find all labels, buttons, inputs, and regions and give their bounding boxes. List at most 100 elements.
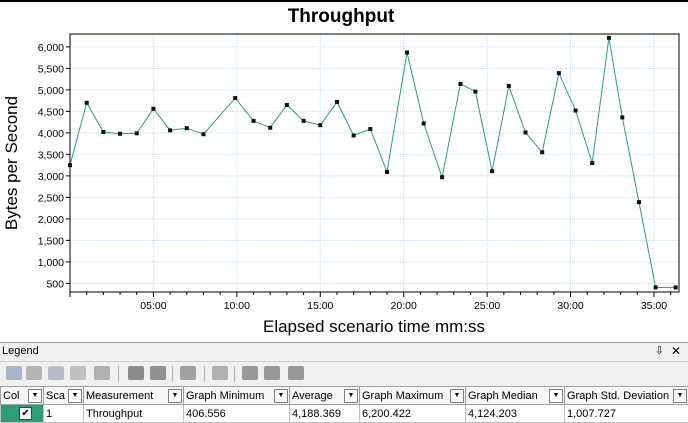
column-header-measurement[interactable]: Measurement▼ bbox=[84, 387, 184, 405]
y-tick-label: 5,000 bbox=[38, 85, 64, 97]
column-header-graph-minimum[interactable]: Graph Minimum▼ bbox=[184, 387, 290, 405]
throughput-chart: Throughput 5001,0001,5002,0002,5003,0003… bbox=[0, 2, 688, 340]
data-point bbox=[168, 128, 172, 132]
toolbar-separator bbox=[172, 366, 173, 382]
dropdown-icon[interactable]: ▼ bbox=[274, 389, 288, 403]
scale-cell: 1 bbox=[44, 405, 84, 423]
measurement-cell: Throughput bbox=[84, 405, 184, 423]
color-swatch[interactable]: ✔ bbox=[1, 405, 44, 423]
data-point bbox=[201, 132, 205, 136]
average-cell: 4,188.369 bbox=[290, 405, 360, 423]
dropdown-icon[interactable]: ▼ bbox=[344, 389, 358, 403]
series-line-throughput bbox=[70, 38, 676, 288]
pin-icon[interactable]: ⇩ bbox=[655, 344, 664, 357]
data-point bbox=[285, 103, 289, 107]
split-icon[interactable] bbox=[288, 366, 304, 380]
dropdown-icon[interactable]: ▼ bbox=[673, 389, 687, 403]
data-point bbox=[507, 84, 511, 88]
data-point bbox=[85, 101, 89, 105]
x-tick-label: 20:00 bbox=[391, 300, 417, 312]
column-header-graph-maximum[interactable]: Graph Maximum▼ bbox=[360, 387, 466, 405]
group-icon[interactable] bbox=[48, 366, 64, 380]
column-header-scale[interactable]: Sca▼ bbox=[44, 387, 84, 405]
data-point bbox=[637, 200, 641, 204]
graph-minimum-cell: 406.556 bbox=[184, 405, 290, 423]
toolbar-separator bbox=[118, 366, 119, 382]
data-point bbox=[335, 100, 339, 104]
y-tick-label: 4,000 bbox=[38, 128, 64, 140]
legend-panel: Legend ⇩ ✕ Col▼ Sca▼ Measurement▼ bbox=[0, 342, 688, 423]
y-axis: 5001,0001,5002,0002,5003,0003,5004,0004,… bbox=[38, 42, 70, 291]
filter-icon[interactable] bbox=[26, 366, 42, 380]
y-tick-label: 1,000 bbox=[38, 257, 64, 269]
graph-maximum-cell: 6,200.422 bbox=[360, 405, 466, 423]
x-tick-label: 05:00 bbox=[140, 300, 166, 312]
grid-icon[interactable] bbox=[180, 366, 196, 380]
funnel-icon[interactable] bbox=[94, 366, 110, 380]
data-point bbox=[302, 119, 306, 123]
data-point bbox=[540, 150, 544, 154]
link-icon[interactable] bbox=[70, 366, 86, 380]
graph-median-cell: 4,124.203 bbox=[466, 405, 565, 423]
dropdown-icon[interactable]: ▼ bbox=[549, 389, 563, 403]
y-tick-label: 5,500 bbox=[38, 63, 64, 75]
columns-icon[interactable] bbox=[212, 366, 228, 380]
export-icon[interactable] bbox=[150, 366, 166, 380]
data-point bbox=[233, 96, 237, 100]
data-point bbox=[654, 285, 658, 289]
y-tick-label: 3,500 bbox=[38, 149, 64, 161]
data-point bbox=[101, 130, 105, 134]
data-point bbox=[268, 126, 272, 130]
x-axis-title: Elapsed scenario time mm:ss bbox=[263, 317, 485, 336]
data-point bbox=[473, 90, 477, 94]
column-header-graph-std-deviation[interactable]: Graph Std. Deviation▼ bbox=[565, 387, 688, 405]
data-point bbox=[674, 285, 678, 289]
data-point bbox=[118, 132, 122, 136]
x-tick-label: 30:00 bbox=[557, 300, 583, 312]
data-point bbox=[385, 170, 389, 174]
data-point bbox=[405, 50, 409, 54]
data-point bbox=[368, 127, 372, 131]
visibility-checkbox[interactable]: ✔ bbox=[19, 407, 32, 420]
data-points bbox=[68, 36, 678, 290]
data-point bbox=[422, 121, 426, 125]
data-point bbox=[151, 107, 155, 111]
legend-toolbar bbox=[0, 362, 688, 386]
graph-icon[interactable] bbox=[128, 366, 144, 380]
y-tick-label: 4,500 bbox=[38, 106, 64, 118]
data-point bbox=[252, 119, 256, 123]
data-point bbox=[490, 169, 494, 173]
dropdown-icon[interactable]: ▼ bbox=[28, 389, 42, 403]
column-header-col[interactable]: Col▼ bbox=[1, 387, 44, 405]
arrange-icon[interactable] bbox=[242, 366, 258, 380]
toolbar-separator bbox=[204, 366, 205, 382]
column-header-graph-median[interactable]: Graph Median▼ bbox=[466, 387, 565, 405]
dropdown-icon[interactable]: ▼ bbox=[168, 389, 182, 403]
legend-header-row: Col▼ Sca▼ Measurement▼ Graph Minimum▼ Av… bbox=[1, 387, 688, 405]
dropdown-icon[interactable]: ▼ bbox=[68, 389, 82, 403]
legend-title: Legend bbox=[2, 345, 39, 357]
y-tick-label: 2,000 bbox=[38, 214, 64, 226]
x-tick-label: 35:00 bbox=[641, 300, 667, 312]
data-point bbox=[458, 82, 462, 86]
y-tick-label: 500 bbox=[46, 278, 64, 290]
legend-header: Legend ⇩ ✕ bbox=[0, 343, 688, 362]
x-tick-label: 15:00 bbox=[307, 300, 333, 312]
column-header-average[interactable]: Average▼ bbox=[290, 387, 360, 405]
data-point bbox=[523, 130, 527, 134]
data-point bbox=[68, 163, 72, 167]
data-point bbox=[557, 71, 561, 75]
zoom-icon[interactable] bbox=[6, 366, 22, 380]
y-axis-title: Bytes per Second bbox=[2, 96, 21, 230]
table-row[interactable]: ✔ 1 Throughput 406.556 4,188.369 6,200.4… bbox=[1, 405, 688, 423]
y-tick-label: 1,500 bbox=[38, 235, 64, 247]
dropdown-icon[interactable]: ▼ bbox=[450, 389, 464, 403]
chart-title: Throughput bbox=[288, 6, 395, 27]
close-icon[interactable]: ✕ bbox=[671, 344, 681, 358]
data-point bbox=[574, 109, 578, 113]
move-icon[interactable] bbox=[264, 366, 280, 380]
data-point bbox=[440, 175, 444, 179]
x-tick-label: 10:00 bbox=[224, 300, 250, 312]
